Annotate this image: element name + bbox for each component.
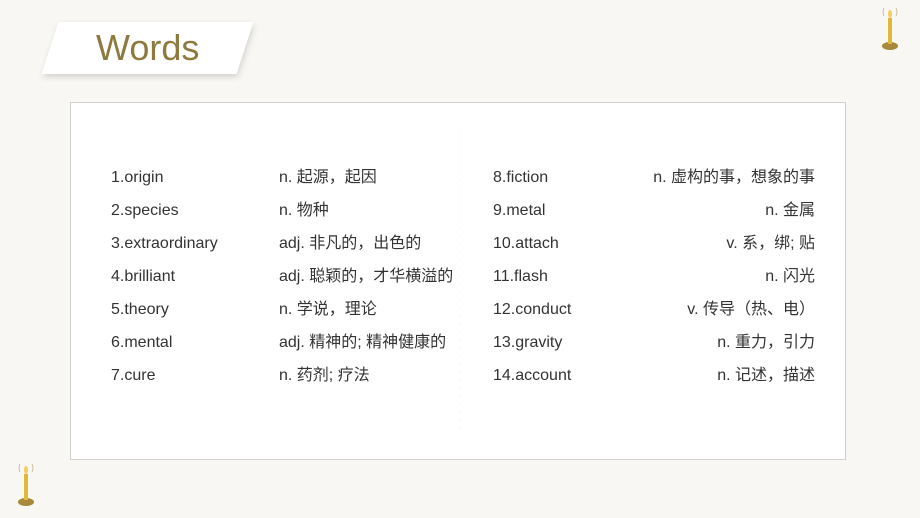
candle-icon: [878, 6, 902, 52]
word-definition: n. 金属: [753, 196, 815, 220]
word-row: 5.theoryn. 学说，理论: [111, 295, 463, 319]
word-term: 8.fiction: [493, 169, 605, 187]
word-term: 11.flash: [493, 268, 605, 286]
word-row: 8.fiction n. 虚构的事，想象的事: [493, 163, 815, 187]
word-term: 13.gravity: [493, 334, 605, 352]
word-definition: v. 系，绑; 贴: [714, 229, 815, 253]
word-row: 9.metal n. 金属: [493, 196, 815, 220]
word-term: 7.cure: [111, 367, 247, 385]
word-term: 10.attach: [493, 235, 605, 253]
word-term: 14.account: [493, 367, 605, 385]
word-row: 7.curen. 药剂; 疗法: [111, 361, 463, 385]
word-definition: n. 药剂; 疗法: [247, 361, 370, 385]
word-row: 1.originn. 起源，起因: [111, 163, 463, 187]
word-row: 12.conduct v. 传导（热、电）: [493, 295, 815, 319]
word-term: 5.theory: [111, 301, 247, 319]
word-definition: n. 记述，描述: [705, 361, 815, 385]
word-term: 1.origin: [111, 169, 247, 187]
word-term: 4.brilliant: [111, 268, 247, 286]
word-row: 13.gravity n. 重力，引力: [493, 328, 815, 352]
word-term: 12.conduct: [493, 301, 605, 319]
word-term: 3.extraordinary: [111, 235, 247, 253]
column-divider: [459, 131, 460, 431]
page-title: Words: [96, 27, 199, 69]
word-column-left: 1.originn. 起源，起因2.speciesn. 物种3.extraord…: [111, 163, 463, 419]
word-row: 3.extraordinaryadj. 非凡的，出色的: [111, 229, 463, 253]
word-row: 4.brilliantadj. 聪颖的，才华横溢的: [111, 262, 463, 286]
columns-wrapper: 1.originn. 起源，起因2.speciesn. 物种3.extraord…: [71, 103, 845, 459]
word-term: 2.species: [111, 202, 247, 220]
word-definition: n. 虚构的事，想象的事: [641, 163, 815, 187]
word-row: 14.account n. 记述，描述: [493, 361, 815, 385]
word-definition: v. 传导（热、电）: [675, 295, 815, 319]
word-row: 6.mentaladj. 精神的; 精神健康的: [111, 328, 463, 352]
word-definition: adj. 聪颖的，才华横溢的: [247, 262, 453, 286]
word-definition: n. 起源，起因: [247, 163, 377, 187]
word-definition: n. 闪光: [753, 262, 815, 286]
title-container: Words: [42, 22, 254, 74]
word-row: 2.speciesn. 物种: [111, 196, 463, 220]
word-term: 9.metal: [493, 202, 605, 220]
word-definition: n. 学说，理论: [247, 295, 377, 319]
candle-icon: [14, 462, 38, 508]
word-definition: adj. 非凡的，出色的: [247, 229, 421, 253]
word-term: 6.mental: [111, 334, 247, 352]
word-definition: adj. 精神的; 精神健康的: [247, 328, 446, 352]
word-column-right: 8.fiction n. 虚构的事，想象的事 9.metal n. 金属 10.atta…: [463, 163, 815, 419]
word-row: 11.flash n. 闪光: [493, 262, 815, 286]
content-panel: 1.originn. 起源，起因2.speciesn. 物种3.extraord…: [70, 102, 846, 460]
word-row: 10.attach v. 系，绑; 贴: [493, 229, 815, 253]
word-definition: n. 物种: [247, 196, 329, 220]
word-definition: n. 重力，引力: [705, 328, 815, 352]
